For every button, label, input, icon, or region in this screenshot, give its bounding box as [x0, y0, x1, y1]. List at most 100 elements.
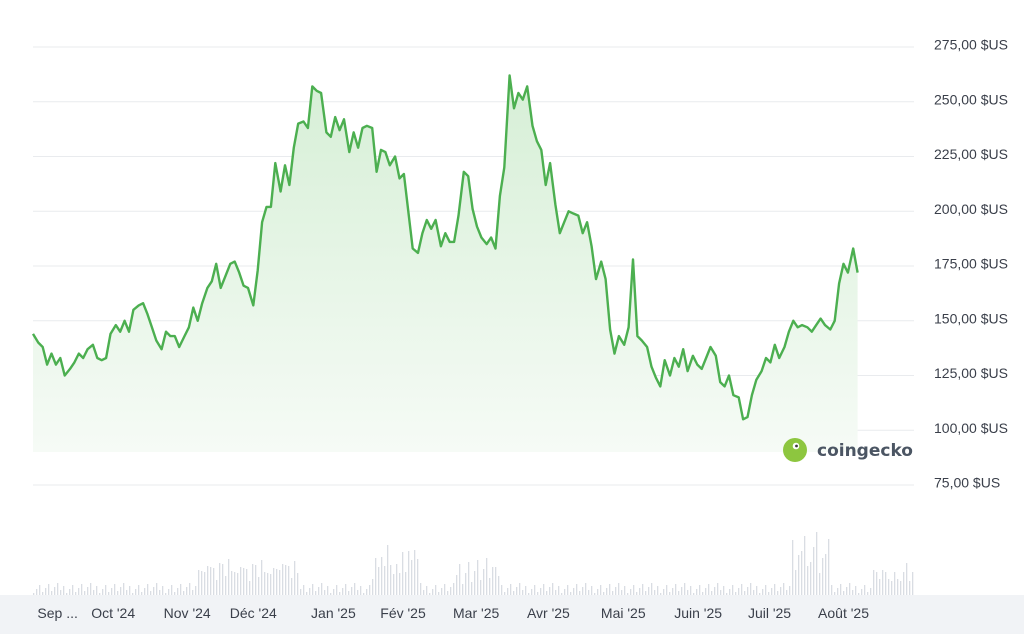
volume-bar [576, 584, 578, 596]
volume-bar [171, 585, 173, 596]
volume-bar [159, 590, 161, 596]
volume-bar [756, 586, 758, 596]
x-tick-label: Jan '25 [311, 605, 356, 621]
volume-bar [846, 587, 848, 596]
volume-bar [303, 585, 305, 596]
volume-bar [321, 583, 323, 596]
volume-bar [573, 588, 575, 596]
volume-bar [45, 588, 47, 596]
volume-bar [864, 585, 866, 596]
volume-bar [357, 590, 359, 596]
volume-bar [387, 545, 389, 596]
volume-bar [666, 585, 668, 596]
volume-bar [873, 570, 875, 596]
volume-bar [453, 583, 455, 596]
volume-bar [408, 551, 410, 596]
volume-bar [768, 592, 770, 596]
volume-bar [801, 551, 803, 596]
volume-bar [885, 572, 887, 596]
volume-bar [447, 591, 449, 596]
volume-bar [330, 593, 332, 596]
volume-bar [369, 585, 371, 596]
volume-bar [681, 587, 683, 596]
x-tick-label: Sep ... [37, 605, 77, 621]
volume-bar [147, 584, 149, 596]
volume-bar [561, 593, 563, 596]
volume-bar [519, 583, 521, 596]
volume-bar [744, 591, 746, 596]
volume-bar [894, 572, 896, 596]
volume-bar [912, 572, 914, 596]
volume-bar [774, 584, 776, 596]
volume-bar [759, 593, 761, 596]
volume-bar [222, 564, 224, 596]
volume-bar [636, 592, 638, 596]
volume-bar [240, 567, 242, 596]
volume-bar [72, 585, 74, 596]
volume-bar [372, 579, 374, 596]
volume-bar [690, 586, 692, 596]
volume-bar [900, 581, 902, 596]
volume-bar [459, 564, 461, 596]
volume-bar [540, 588, 542, 596]
volume-bar [336, 585, 338, 596]
volume-bar [162, 586, 164, 596]
volume-bar [621, 590, 623, 596]
volume-bar [645, 591, 647, 596]
volume-bar [141, 592, 143, 596]
volume-bar [342, 588, 344, 596]
volume-bar [189, 583, 191, 596]
volume-bar [555, 590, 557, 596]
volume-bar [111, 588, 113, 596]
volume-bar [468, 562, 470, 596]
volume-bar [867, 592, 869, 596]
volume-bar [432, 589, 434, 596]
volume-bar [483, 569, 485, 596]
volume-bar [594, 593, 596, 596]
volume-bar [249, 581, 251, 596]
volume-bar [642, 584, 644, 596]
volume-bar [381, 557, 383, 596]
volume-bar [726, 593, 728, 596]
volume-bar [825, 554, 827, 596]
volume-bar [669, 592, 671, 596]
volume-bar [99, 593, 101, 596]
volume-bar [48, 584, 50, 596]
volume-bar [843, 591, 845, 596]
volume-bar [114, 584, 116, 596]
volume-bar [702, 592, 704, 596]
volume-bar [729, 589, 731, 596]
volume-bar [144, 588, 146, 596]
volume-bar [129, 586, 131, 596]
volume-bar [897, 579, 899, 596]
volume-bar [516, 587, 518, 596]
volume-bar [564, 589, 566, 596]
volume-bar [279, 570, 281, 596]
volume-bar [477, 560, 479, 596]
x-tick-label: Mai '25 [601, 605, 646, 621]
volume-bar [429, 593, 431, 596]
volume-bar [294, 561, 296, 596]
price-line[interactable] [31, 74, 859, 421]
volume-bar [663, 589, 665, 596]
x-tick-label: Mar '25 [453, 605, 499, 621]
volume-bar [333, 589, 335, 596]
volume-bar [672, 588, 674, 596]
volume-bar [456, 575, 458, 596]
volume-bar [153, 587, 155, 596]
y-tick-label: 125,00 $US [934, 365, 1008, 381]
volume-bar [51, 591, 53, 596]
volume-bar [603, 592, 605, 596]
volume-bar [861, 589, 863, 596]
volume-bar [312, 584, 314, 596]
volume-bar [699, 585, 701, 596]
volume-bar [762, 589, 764, 596]
volume-bar [870, 588, 872, 596]
volume-bar [618, 583, 620, 596]
volume-bar [528, 593, 530, 596]
coingecko-logo: coingecko [783, 438, 913, 462]
volume-bar [135, 589, 137, 596]
volume-bar [291, 578, 293, 596]
volume-bar [624, 586, 626, 596]
volume-bar [351, 587, 353, 596]
